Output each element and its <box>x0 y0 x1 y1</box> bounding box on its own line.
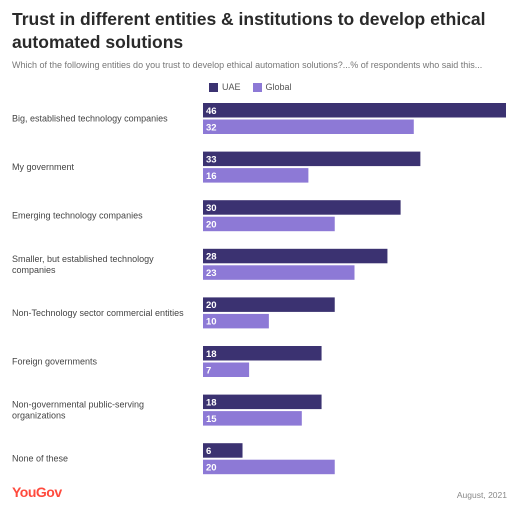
data-label: 20 <box>206 462 217 473</box>
chart-subtitle: Which of the following entities do you t… <box>12 60 483 70</box>
category-label: Big, established technology companies <box>12 114 168 124</box>
bar-uae <box>203 248 388 264</box>
data-label: 33 <box>206 154 217 165</box>
bar-global <box>203 216 335 232</box>
data-label: 30 <box>206 203 217 214</box>
category-label: My government <box>12 162 75 172</box>
data-label: 28 <box>206 252 217 263</box>
data-label: 18 <box>206 349 217 360</box>
publication-date: August, 2021 <box>456 490 507 500</box>
legend-entry-global: Global <box>252 82 292 92</box>
data-label: 7 <box>206 365 211 376</box>
data-label: 46 <box>206 106 217 117</box>
chart-title: Trust in different entities & institutio… <box>12 9 486 52</box>
bar-global <box>203 265 355 280</box>
legend: UAE Global <box>209 82 304 92</box>
bar-global <box>203 459 335 475</box>
data-label: 20 <box>206 219 217 230</box>
data-label: 15 <box>206 414 217 425</box>
bar-global <box>203 119 414 134</box>
bar-uae <box>203 200 401 215</box>
data-label: 18 <box>206 397 217 408</box>
legend-entry-uae: UAE <box>209 82 241 92</box>
category-label: None of these <box>12 454 68 464</box>
category-label: Foreign governments <box>12 357 98 367</box>
data-label: 20 <box>206 300 217 311</box>
bar-global <box>203 168 309 183</box>
bar-uae <box>203 103 506 118</box>
category-label: Smaller, but established technology compa… <box>12 254 154 275</box>
data-label: 32 <box>206 122 217 133</box>
data-label: 23 <box>206 268 217 279</box>
data-label: 10 <box>206 317 217 328</box>
yougov-logo: YouGov <box>12 484 62 500</box>
bar-global <box>203 313 269 329</box>
category-label: Emerging technology companies <box>12 211 143 221</box>
bar-uae <box>203 443 243 458</box>
bar-global <box>203 411 302 426</box>
data-label: 16 <box>206 171 217 182</box>
legend-label-uae: UAE <box>222 82 241 92</box>
bar-uae <box>203 151 421 167</box>
bar-uae <box>203 346 322 361</box>
bar-global <box>203 362 250 377</box>
bar-uae <box>203 297 335 312</box>
bar-uae <box>203 394 322 410</box>
data-label: 6 <box>206 446 211 457</box>
legend-swatch-uae <box>209 82 218 92</box>
category-label: Non-governmental public-serving organizat… <box>12 400 144 421</box>
category-label: Non-Technology sector commercial entitie… <box>12 308 184 318</box>
legend-swatch-global <box>252 82 262 92</box>
legend-label-global: Global <box>265 82 292 92</box>
